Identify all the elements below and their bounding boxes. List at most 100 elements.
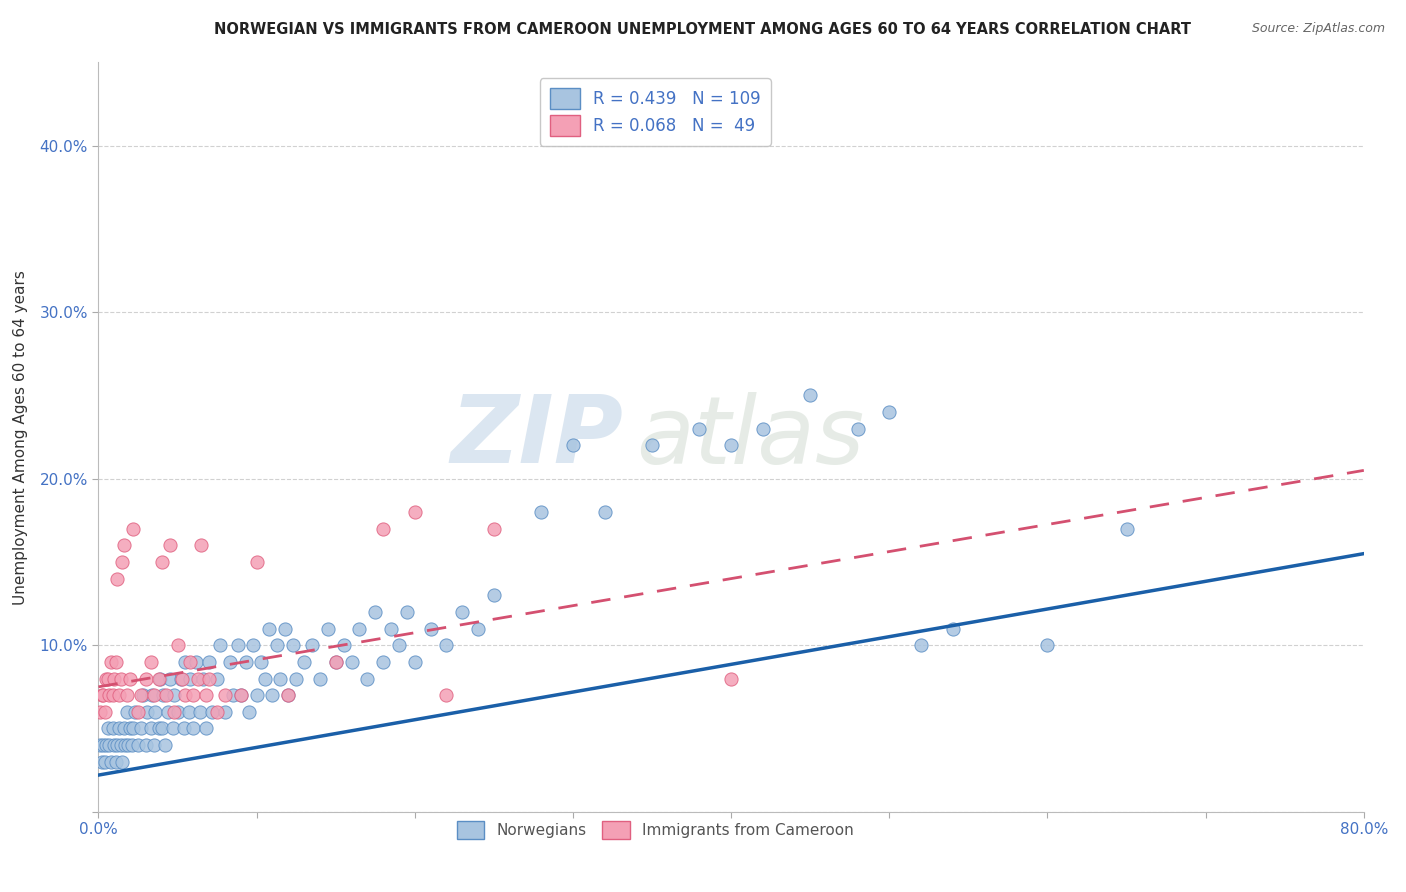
Point [218,655,240,669]
Point [89,705,111,719]
Point [349,622,371,636]
Point [107,738,129,752]
Point [720,672,742,686]
Point [325,655,347,669]
Point [451,605,474,619]
Point [799,388,821,402]
Point [246,555,269,569]
Point [190,538,212,552]
Point [356,672,378,686]
Point [89,738,111,752]
Point [316,622,339,636]
Point [325,655,347,669]
Point [436,688,458,702]
Point [846,422,869,436]
Point [274,622,297,636]
Point [561,438,585,452]
Point [371,655,394,669]
Point [209,638,232,652]
Point [97,672,120,686]
Point [238,705,260,719]
Point [174,688,197,702]
Point [371,522,394,536]
Point [120,672,141,686]
Point [187,672,209,686]
Point [100,655,122,669]
Point [877,405,900,419]
Point [150,555,173,569]
Point [101,688,124,702]
Legend: Norwegians, Immigrants from Cameroon: Norwegians, Immigrants from Cameroon [451,814,859,846]
Point [285,672,308,686]
Text: NORWEGIAN VS IMMIGRANTS FROM CAMEROON UNEMPLOYMENT AMONG AGES 60 TO 64 YEARS COR: NORWEGIAN VS IMMIGRANTS FROM CAMEROON UN… [215,22,1191,37]
Point [173,722,195,736]
Point [277,688,299,702]
Point [136,705,159,719]
Point [127,705,149,719]
Point [122,722,145,736]
Point [388,638,411,652]
Point [135,672,157,686]
Point [246,688,269,702]
Point [436,638,458,652]
Point [262,688,284,702]
Point [121,738,143,752]
Point [266,638,288,652]
Text: Source: ZipAtlas.com: Source: ZipAtlas.com [1251,22,1385,36]
Point [98,688,121,702]
Point [120,722,141,736]
Point [720,438,742,452]
Point [108,722,131,736]
Point [129,722,152,736]
Point [96,672,118,686]
Point [100,755,122,769]
Point [250,655,273,669]
Point [145,705,166,719]
Point [166,638,188,652]
Point [93,705,117,719]
Point [688,422,710,436]
Point [132,688,155,702]
Point [159,672,181,686]
Point [1115,522,1137,536]
Point [163,705,186,719]
Point [103,738,125,752]
Point [593,505,616,519]
Point [1036,638,1059,652]
Point [172,672,194,686]
Point [115,705,138,719]
Y-axis label: Unemployment Among Ages 60 to 64 years: Unemployment Among Ages 60 to 64 years [14,269,28,605]
Point [112,722,135,736]
Point [169,672,191,686]
Point [395,605,418,619]
Point [141,688,163,702]
Point [150,722,173,736]
Point [91,688,114,702]
Point [97,722,120,736]
Point [482,522,505,536]
Point [259,622,281,636]
Point [222,688,245,702]
Point [148,722,170,736]
Point [107,572,129,586]
Point [340,655,363,669]
Point [159,538,181,552]
Text: ZIP: ZIP [451,391,623,483]
Point [148,672,170,686]
Point [104,655,127,669]
Point [214,688,236,702]
Point [235,655,257,669]
Point [101,722,124,736]
Point [174,655,197,669]
Point [364,605,387,619]
Point [124,705,146,719]
Point [112,538,135,552]
Point [188,705,211,719]
Point [194,722,218,736]
Point [142,738,165,752]
Point [166,705,188,719]
Point [191,672,214,686]
Point [103,672,125,686]
Point [332,638,354,652]
Point [153,738,176,752]
